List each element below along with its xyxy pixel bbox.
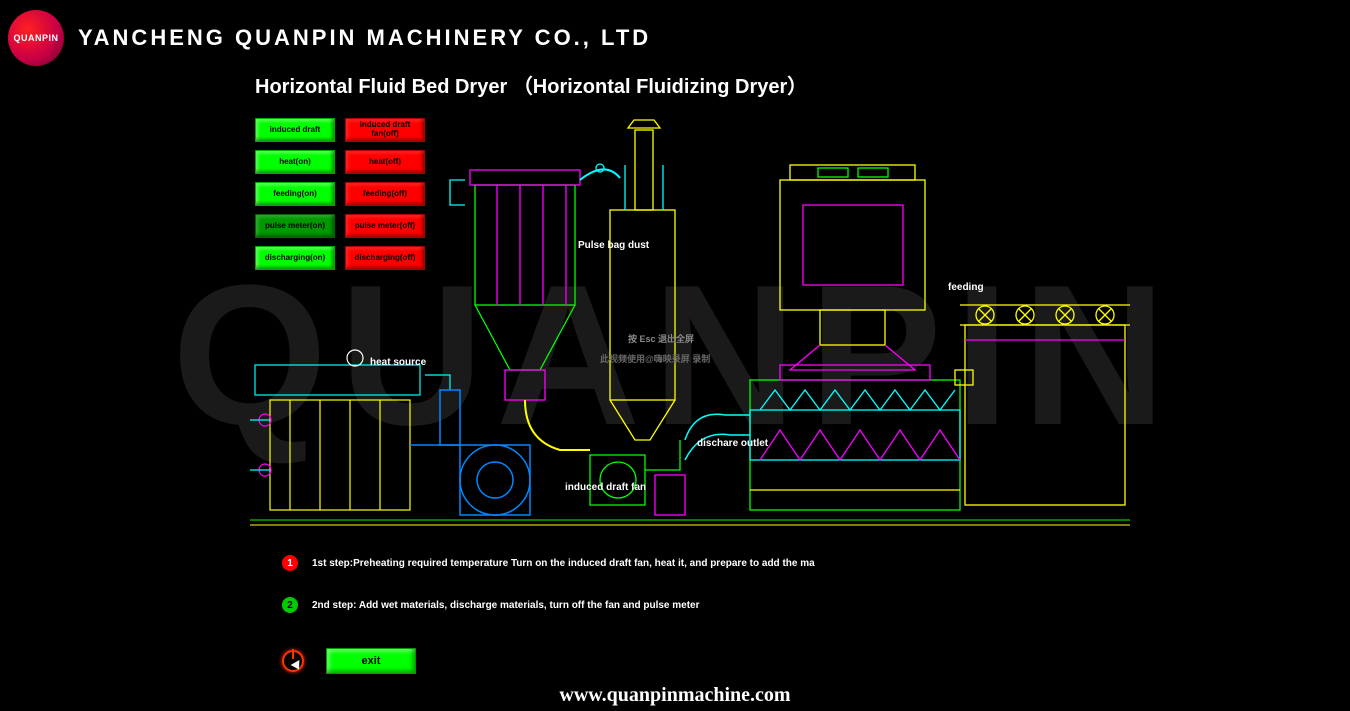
on-buttons-column: induced draft heat(on) feeding(on) pulse… (255, 118, 335, 270)
pulse-bag-label: Pulse bag dust (578, 240, 649, 251)
step-2-row: 2 2nd step: Add wet materials, discharge… (282, 597, 815, 613)
feeding-off-button[interactable]: feeding(off) (345, 182, 425, 206)
exit-button[interactable]: exit (326, 648, 416, 674)
step-1-badge: 1 (282, 555, 298, 571)
pulse-meter-off-button[interactable]: pulse meter(off) (345, 214, 425, 238)
step-2-text: 2nd step: Add wet materials, discharge m… (312, 600, 700, 611)
esc-note: 按 Esc 退出全屏 (628, 332, 694, 345)
induced-draft-on-button[interactable]: induced draft (255, 118, 335, 142)
off-buttons-column: induced draft fan(off) heat(off) feeding… (345, 118, 425, 270)
discharging-on-button[interactable]: discharging(on) (255, 246, 335, 270)
step-1-row: 1 1st step:Preheating required temperatu… (282, 555, 815, 571)
induced-draft-off-button[interactable]: induced draft fan(off) (345, 118, 425, 142)
heat-on-button[interactable]: heat(on) (255, 150, 335, 174)
company-logo: QUANPIN (8, 10, 64, 66)
pulse-meter-on-button[interactable]: pulse meter(on) (255, 214, 335, 238)
step-1-text: 1st step:Preheating required temperature… (312, 558, 815, 569)
header: QUANPIN YANCHENG QUANPIN MACHINERY CO., … (0, 0, 1350, 76)
page-title: Horizontal Fluid Bed Dryer （Horizontal F… (255, 70, 807, 99)
feeding-label: feeding (948, 282, 984, 293)
induced-fan-label: induced draft fan (565, 482, 646, 493)
discharging-off-button[interactable]: discharging(off) (345, 246, 425, 270)
feeding-on-button[interactable]: feeding(on) (255, 182, 335, 206)
steps-section: 1 1st step:Preheating required temperatu… (282, 555, 815, 639)
company-name: YANCHENG QUANPIN MACHINERY CO., LTD (78, 25, 651, 51)
record-note: 此视频使用@嗨映录屏 录制 (600, 352, 710, 365)
control-panel: induced draft heat(on) feeding(on) pulse… (255, 118, 425, 270)
discharge-label: dischare outlet (697, 438, 768, 449)
heat-off-button[interactable]: heat(off) (345, 150, 425, 174)
step-2-badge: 2 (282, 597, 298, 613)
heat-source-label: heat source (370, 357, 426, 368)
footer-url: www.quanpinmachine.com (559, 684, 790, 707)
exit-row: exit (282, 648, 416, 674)
